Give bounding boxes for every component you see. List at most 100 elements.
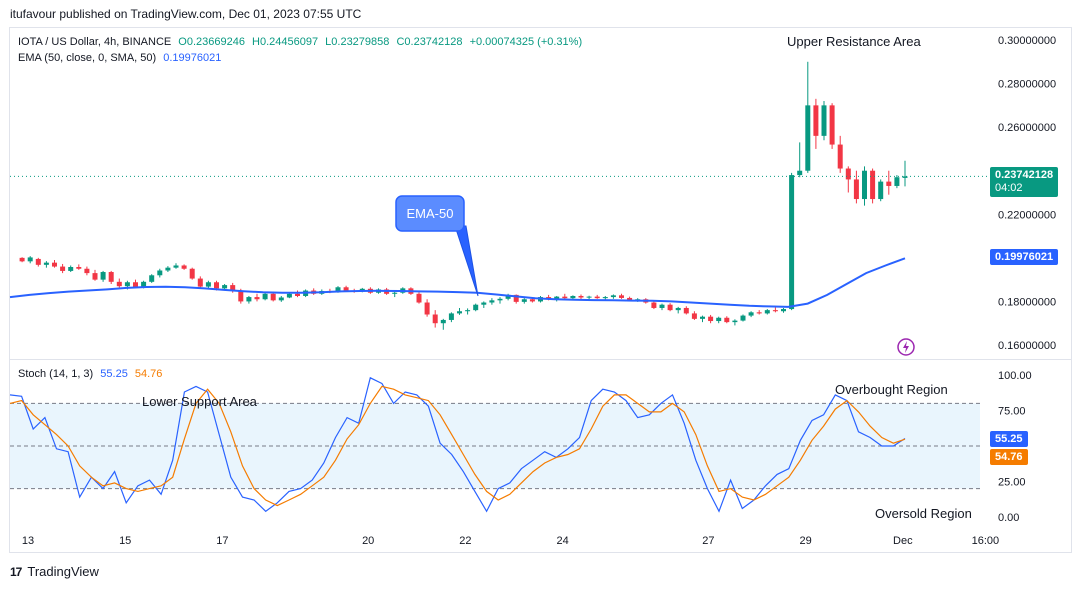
candle-body xyxy=(805,105,811,171)
candle-body xyxy=(894,177,900,186)
ema-callout-label: EMA-50 xyxy=(407,206,454,221)
candle-body xyxy=(157,270,163,276)
candle-body xyxy=(529,299,535,302)
publisher-line: itufavour published on TradingView.com, … xyxy=(10,7,362,21)
upper-resistance-label: Upper Resistance Area xyxy=(787,34,921,49)
stoch-d-tag: 54.76 xyxy=(990,449,1028,465)
candle-body xyxy=(60,266,66,271)
candle-body xyxy=(457,311,462,314)
stoch-k-line xyxy=(9,376,906,513)
candle-body xyxy=(497,298,503,301)
stoch-d-line xyxy=(9,385,906,507)
candle-body xyxy=(270,293,276,301)
oversold-label: Oversold Region xyxy=(875,506,972,521)
last-price-tag: 0.23742128 04:02 xyxy=(990,167,1059,197)
time-axis-tick: 17 xyxy=(216,535,228,547)
price-axis-tick: 0.30000000 xyxy=(998,35,1056,47)
candle-body xyxy=(837,144,843,169)
candle-body xyxy=(748,312,754,316)
ema-value: 0.19976021 xyxy=(163,52,222,64)
candle-body xyxy=(732,320,738,323)
candle-body xyxy=(335,287,341,293)
stoch-axis-tick: 100.00 xyxy=(998,370,1032,382)
candle-body xyxy=(286,293,292,298)
candle-body xyxy=(116,281,122,287)
candle-body xyxy=(610,295,616,298)
symbol-label: IOTA / US Dollar, 4h, BINANCE xyxy=(18,36,172,48)
stoch-axis-tick: 75.00 xyxy=(998,406,1026,418)
candle-body xyxy=(27,257,33,262)
candle-body xyxy=(700,316,705,319)
time-axis-tick: 20 xyxy=(362,535,374,547)
time-axis-tick: 15 xyxy=(119,535,131,547)
candle-body xyxy=(205,282,211,287)
candle-body xyxy=(789,175,795,310)
candle-body xyxy=(278,297,284,301)
lightning-icon xyxy=(897,338,915,356)
candle-body xyxy=(68,267,74,271)
candle-body xyxy=(43,262,49,265)
time-axis-tick: 13 xyxy=(22,535,34,547)
candle-body xyxy=(781,309,786,312)
price-axis-tick: 0.28000000 xyxy=(998,79,1056,91)
candle-body xyxy=(108,272,114,282)
time-axis-tick: 22 xyxy=(459,535,471,547)
stoch-k-value: 55.25 xyxy=(100,368,128,380)
close-value: C0.23742128 xyxy=(396,36,463,48)
candle-body xyxy=(764,310,770,314)
candle-body xyxy=(578,295,584,298)
candle-body xyxy=(756,312,762,314)
ema-label: EMA (50, close, 0, SMA, 50) xyxy=(18,52,157,64)
stoch-label: Stoch (14, 1, 3) xyxy=(18,368,94,380)
change-value: +0.00074325 (+0.31%) xyxy=(469,36,583,48)
footer-brand: TradingView xyxy=(27,564,99,579)
stoch-header: Stoch (14, 1, 3) 55.25 54.76 xyxy=(18,368,166,380)
candle-body xyxy=(424,302,430,315)
ema-price-tag: 0.19976021 xyxy=(990,249,1059,265)
candle-body xyxy=(254,297,260,300)
candle-body xyxy=(465,310,471,312)
candle-body xyxy=(246,297,252,302)
candle-body xyxy=(886,181,892,186)
candle-body xyxy=(52,262,57,267)
candle-body xyxy=(197,278,203,287)
candle-body xyxy=(619,295,624,298)
low-value: L0.23279858 xyxy=(325,36,390,48)
high-value: H0.24456097 xyxy=(252,36,319,48)
candle-body xyxy=(165,267,171,271)
time-axis-tick: Dec xyxy=(893,535,913,547)
candle-body xyxy=(392,292,398,294)
candle-body xyxy=(92,273,98,280)
ema-callout: EMA-50 xyxy=(395,195,479,297)
price-axis-tick: 0.16000000 xyxy=(998,340,1056,352)
time-axis-tick: 24 xyxy=(556,535,568,547)
ema-callout-box xyxy=(395,195,465,232)
candle-body xyxy=(675,307,681,311)
time-axis-tick: 29 xyxy=(799,535,811,547)
candle-body xyxy=(554,296,560,300)
overbought-label: Overbought Region xyxy=(835,382,948,397)
candle-body xyxy=(416,293,422,303)
candle-body xyxy=(448,313,454,320)
candle-body xyxy=(667,304,673,311)
candle-body xyxy=(35,258,41,265)
candle-body xyxy=(853,179,859,200)
candle-body xyxy=(505,294,511,299)
price-axis-tick: 0.18000000 xyxy=(998,296,1056,308)
candle-body xyxy=(870,170,876,200)
candle-body xyxy=(100,272,106,280)
candle-body xyxy=(489,300,495,303)
ema-header: EMA (50, close, 0, SMA, 50) 0.19976021 xyxy=(18,52,225,64)
candle-body xyxy=(124,282,130,287)
candle-body xyxy=(238,290,244,302)
candle-body xyxy=(262,293,268,300)
candle-body xyxy=(440,319,446,324)
candle-body xyxy=(19,257,25,262)
candle-body xyxy=(570,295,576,299)
candle-body xyxy=(594,296,600,299)
candle-body xyxy=(716,317,722,322)
lower-support-label: Lower Support Area xyxy=(142,394,258,409)
price-axis-tick: 0.26000000 xyxy=(998,122,1056,134)
candle-body xyxy=(829,105,835,145)
